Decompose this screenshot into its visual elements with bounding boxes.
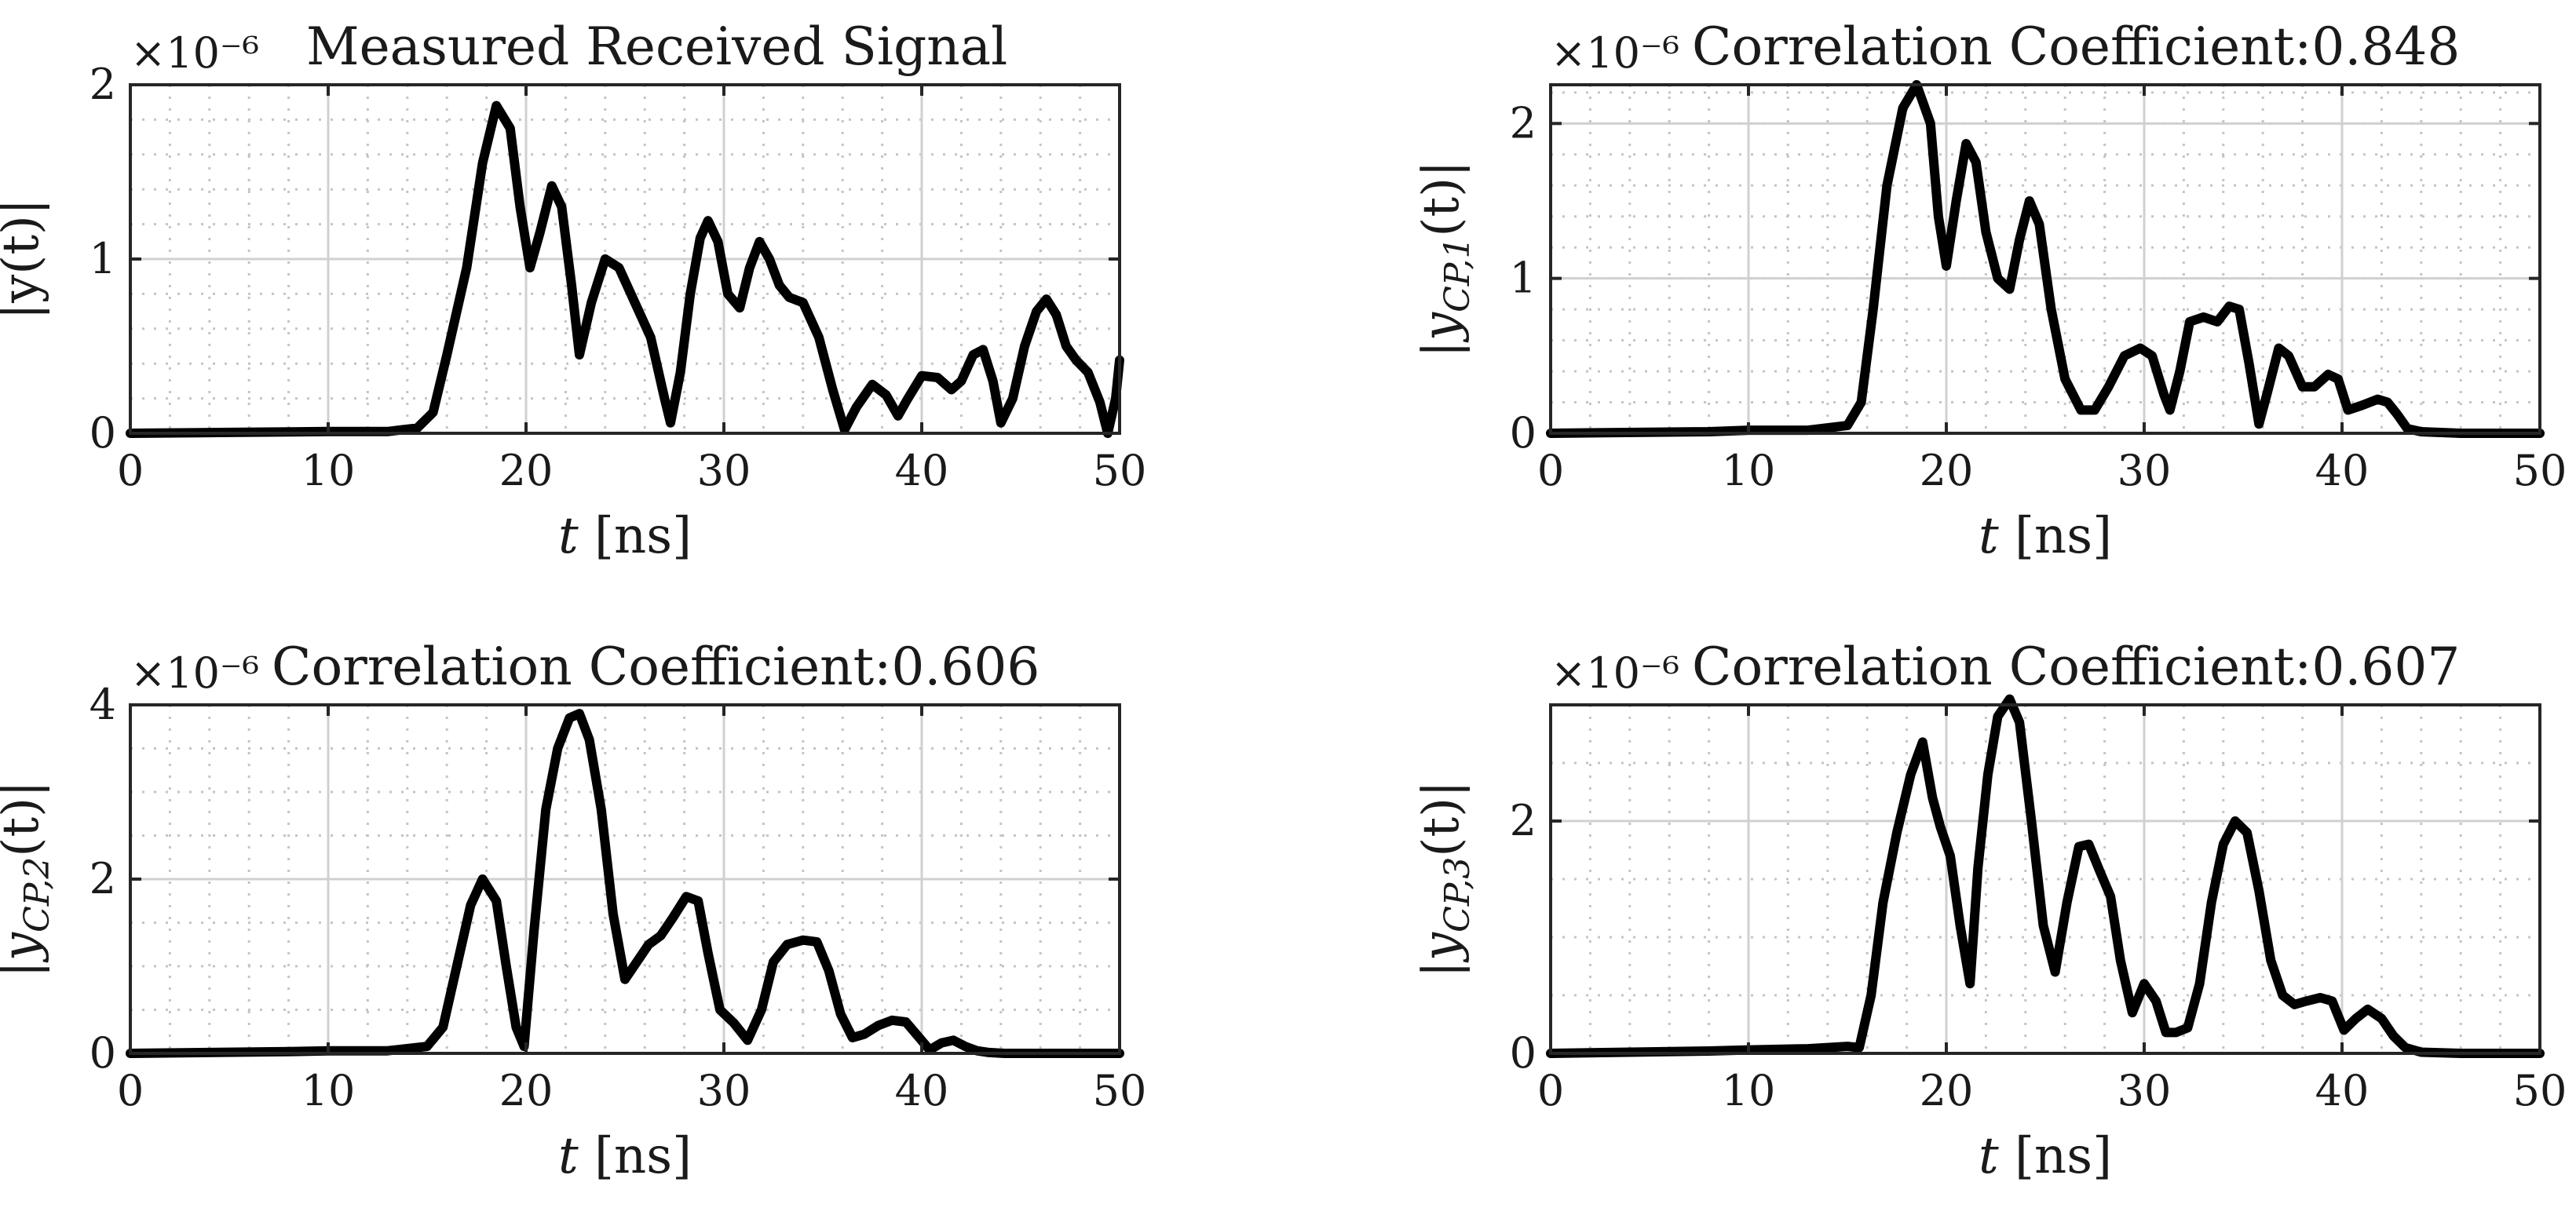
y-axis-label: |yCP,2(t)| bbox=[0, 780, 57, 977]
x-axis-label: t [ns] bbox=[558, 507, 692, 565]
y-tick-label: 0 bbox=[90, 1028, 116, 1078]
subplot-4: 0 10 20 30 40 50 0 2 ×10⁻⁶ Correlation Coefficien… bbox=[1412, 637, 2567, 1185]
y-tick-label: 0 bbox=[1510, 1028, 1536, 1078]
y-axis-label: |yCP,1(t)| bbox=[1412, 160, 1478, 357]
axis-multiplier: ×10⁻⁶ bbox=[1551, 28, 1679, 78]
subplot-1: 0 10 20 30 40 50 0 1 2 ×10⁻⁶ Measured Received Sig… bbox=[0, 16, 1146, 565]
x-tick-label: 20 bbox=[499, 446, 554, 495]
x-tick-label: 0 bbox=[117, 446, 144, 495]
y-tick-label: 2 bbox=[90, 854, 116, 903]
axes-frame bbox=[1549, 83, 2541, 435]
x-tick-label: 10 bbox=[1722, 1066, 1776, 1115]
subplot-3: 0 10 20 30 40 50 0 2 4 ×10⁻⁶ Correlation Coefficie… bbox=[0, 637, 1146, 1185]
axis-multiplier: ×10⁻⁶ bbox=[130, 28, 259, 78]
x-tick-label: 10 bbox=[301, 446, 356, 495]
series-line-1 bbox=[126, 709, 1124, 1058]
y-tick-label: 0 bbox=[1510, 408, 1536, 458]
chart-title: Correlation Coefficient:0.848 bbox=[1692, 16, 2460, 77]
y-tick-label: 0 bbox=[90, 408, 116, 458]
x-tick-label: 10 bbox=[1722, 446, 1776, 495]
x-axis-label: t [ns] bbox=[1979, 507, 2112, 565]
chart-title: Correlation Coefficient:0.607 bbox=[1692, 637, 2460, 697]
x-tick-label: 20 bbox=[499, 1066, 554, 1115]
x-tick-label: 0 bbox=[1537, 1066, 1564, 1115]
y-tick-label: 2 bbox=[90, 60, 116, 109]
x-tick-label: 30 bbox=[2117, 446, 2172, 495]
x-tick-label: 40 bbox=[2315, 446, 2370, 495]
x-tick-label: 50 bbox=[2513, 1066, 2567, 1115]
x-tick-label: 20 bbox=[1920, 446, 1974, 495]
axis-multiplier: ×10⁻⁶ bbox=[1551, 648, 1679, 698]
x-tick-label: 20 bbox=[1920, 1066, 1974, 1115]
series-line-1 bbox=[126, 100, 1124, 438]
y-tick-label: 2 bbox=[1510, 796, 1536, 845]
y-axis-label: |y(t)| bbox=[0, 199, 50, 320]
x-axis-label: t [ns] bbox=[558, 1127, 692, 1185]
x-tick-label: 0 bbox=[1537, 446, 1564, 495]
y-tick-label: 1 bbox=[90, 234, 116, 283]
axis-multiplier: ×10⁻⁶ bbox=[130, 648, 259, 698]
series-line-1 bbox=[1546, 694, 2545, 1058]
x-tick-label: 40 bbox=[895, 1066, 949, 1115]
x-tick-label: 50 bbox=[1093, 1066, 1147, 1115]
axes-frame bbox=[1549, 703, 2541, 1055]
x-tick-label: 40 bbox=[2315, 1066, 2370, 1115]
x-tick-label: 30 bbox=[697, 446, 751, 495]
x-tick-label: 0 bbox=[117, 1066, 144, 1115]
x-tick-label: 50 bbox=[2513, 446, 2567, 495]
x-tick-label: 30 bbox=[697, 1066, 751, 1115]
y-axis-label: |yCP,3(t)| bbox=[1412, 780, 1478, 977]
x-tick-label: 50 bbox=[1093, 446, 1147, 495]
x-tick-label: 30 bbox=[2117, 1066, 2172, 1115]
chart-title: Measured Received Signal bbox=[306, 16, 1007, 77]
y-tick-label: 1 bbox=[1510, 254, 1536, 303]
x-axis-label: t [ns] bbox=[1979, 1127, 2112, 1185]
y-tick-label: 4 bbox=[90, 680, 116, 729]
series-line-1 bbox=[1546, 80, 2545, 438]
y-tick-label: 2 bbox=[1510, 98, 1536, 148]
subplot-2: 0 10 20 30 40 50 0 1 2 ×10⁻⁶ Correlation Coefficie… bbox=[1412, 16, 2567, 565]
chart-title: Correlation Coefficient:0.606 bbox=[272, 637, 1040, 697]
x-tick-label: 10 bbox=[301, 1066, 356, 1115]
x-tick-label: 40 bbox=[895, 446, 949, 495]
